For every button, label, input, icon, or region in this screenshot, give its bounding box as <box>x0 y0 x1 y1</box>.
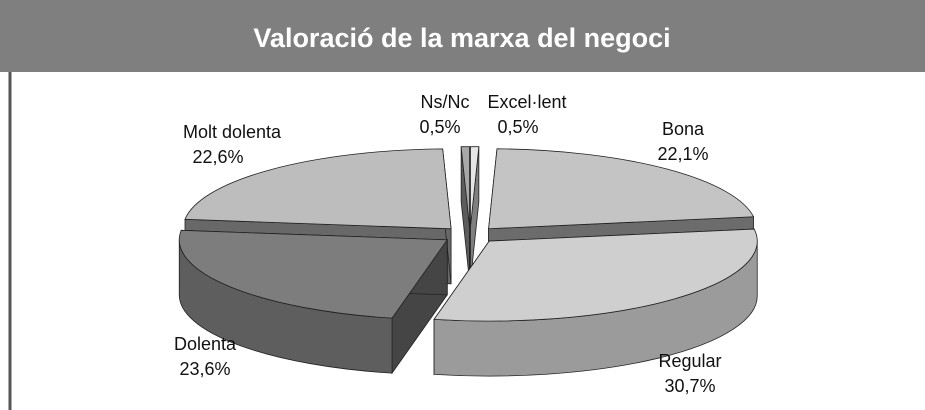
slice-top <box>488 148 755 230</box>
slice <box>470 146 480 282</box>
title-bar <box>0 0 925 72</box>
slice-value-label: 22,6% <box>192 147 243 167</box>
slice-label: Bona <box>662 119 705 139</box>
slice-label: Dolenta <box>174 334 237 354</box>
slice-label: Molt dolenta <box>183 122 282 142</box>
slice-value-label: 0,5% <box>497 117 538 137</box>
slice-label: Regular <box>658 351 721 371</box>
slice-top <box>470 146 480 227</box>
slice-value-label: 23,6% <box>179 359 230 379</box>
slice-label: Ns/Nc <box>421 92 470 112</box>
slice <box>460 146 470 282</box>
slice-top <box>184 148 452 230</box>
slice <box>178 229 448 375</box>
slice-value-label: 0,5% <box>419 117 460 137</box>
slice-top <box>178 229 448 319</box>
slice-value-label: 22,1% <box>657 144 708 164</box>
slice-top <box>460 146 470 227</box>
slice-value-label: 30,7% <box>664 376 715 396</box>
slice <box>433 228 758 377</box>
slice-label: Excel·lent <box>487 92 566 112</box>
chart-title: Valoració de la marxa del negoci <box>253 23 670 53</box>
slice-top <box>433 228 758 322</box>
